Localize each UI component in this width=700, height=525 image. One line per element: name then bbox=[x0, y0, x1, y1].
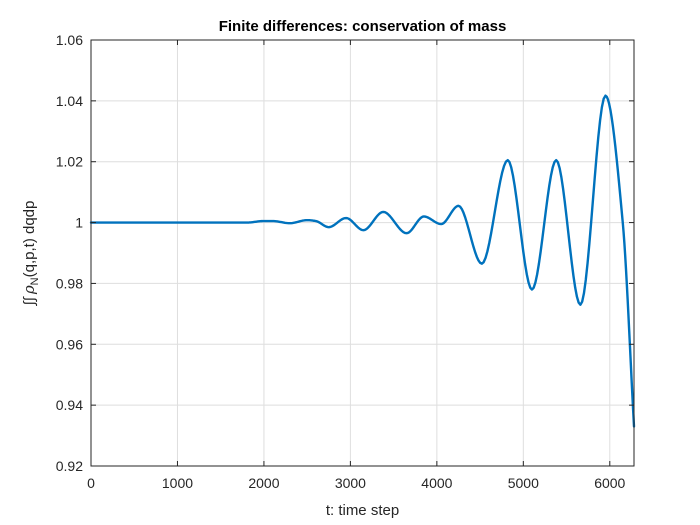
y-tick-label: 1 bbox=[75, 215, 83, 231]
plot-area bbox=[91, 40, 634, 466]
x-tick-label: 2000 bbox=[248, 475, 279, 491]
series-line bbox=[89, 94, 636, 428]
y-axis-label-rho: ρ bbox=[20, 285, 38, 295]
series-layer bbox=[89, 94, 636, 428]
y-tick-label: 1.06 bbox=[56, 32, 83, 48]
y-tick-label: 1.02 bbox=[56, 154, 83, 170]
y-tick-label: 0.94 bbox=[56, 397, 83, 413]
x-tick-label: 5000 bbox=[508, 475, 539, 491]
y-tick-label: 1.04 bbox=[56, 93, 83, 109]
y-axis-label-rest: (q,p,t) dqdp bbox=[21, 201, 38, 278]
y-tick-labels: 0.92 0.94 0.96 0.98 1 1.02 1.04 1.06 bbox=[56, 32, 83, 474]
x-tick-label: 1000 bbox=[162, 475, 193, 491]
axes-box bbox=[90, 39, 635, 467]
x-tick-label: 6000 bbox=[594, 475, 625, 491]
x-axis-label: t: time step bbox=[326, 502, 399, 519]
x-tick-label: 4000 bbox=[421, 475, 452, 491]
y-axis-label-integral: ∫∫ bbox=[21, 295, 38, 306]
y-tick-label: 0.98 bbox=[56, 275, 83, 291]
y-axis-label: ∫∫ρN(q,p,t) dqdp bbox=[20, 201, 41, 307]
x-tick-labels: 0 1000 2000 3000 4000 5000 6000 bbox=[87, 475, 625, 491]
x-tick-label: 0 bbox=[87, 475, 95, 491]
y-tick-label: 0.92 bbox=[56, 458, 83, 474]
y-axis-label-subscript: N bbox=[29, 277, 41, 285]
x-tick-label: 3000 bbox=[335, 475, 366, 491]
ticks bbox=[90, 39, 634, 467]
chart-title: Finite differences: conservation of mass bbox=[219, 18, 507, 35]
y-tick-label: 0.96 bbox=[56, 336, 83, 352]
